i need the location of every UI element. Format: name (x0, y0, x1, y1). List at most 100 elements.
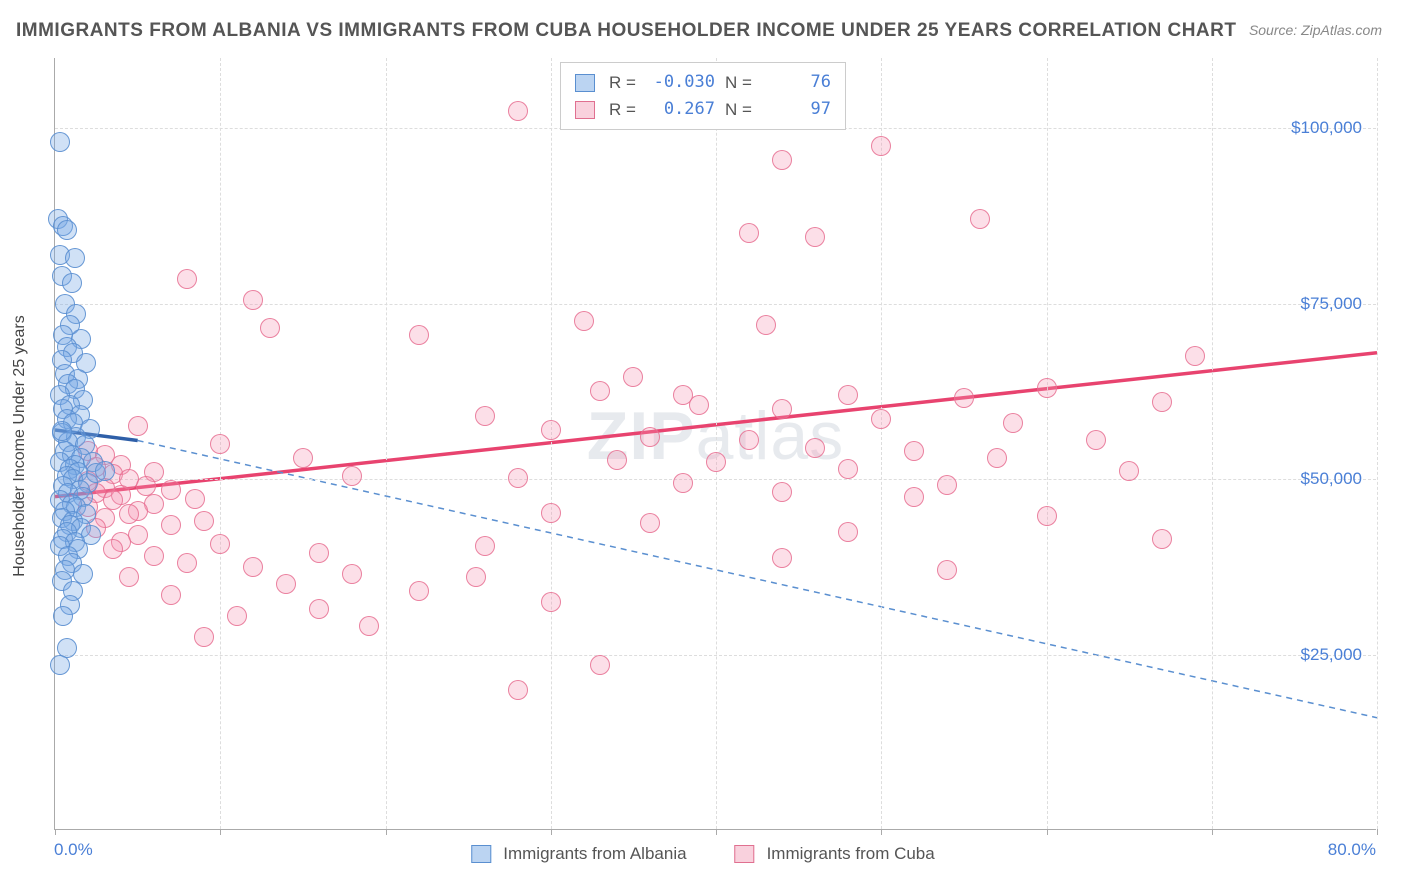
scatter-point-cuba (1086, 430, 1106, 450)
scatter-point-cuba (590, 655, 610, 675)
gridline-v (386, 58, 387, 829)
scatter-point-cuba (838, 385, 858, 405)
scatter-point-cuba (607, 450, 627, 470)
scatter-point-cuba (871, 136, 891, 156)
legend-item-albania: Immigrants from Albania (471, 844, 686, 864)
scatter-point-cuba (227, 606, 247, 626)
ytick-label: $25,000 (1301, 645, 1362, 665)
scatter-point-cuba (689, 395, 709, 415)
legend-row-albania: R = -0.030 N = 76 (575, 69, 831, 96)
scatter-point-cuba (144, 546, 164, 566)
scatter-point-cuba (954, 388, 974, 408)
scatter-point-cuba (1152, 529, 1172, 549)
scatter-point-albania (95, 461, 115, 481)
ytick-label: $50,000 (1301, 469, 1362, 489)
scatter-point-cuba (119, 567, 139, 587)
scatter-point-cuba (805, 227, 825, 247)
scatter-point-cuba (342, 466, 362, 486)
scatter-point-cuba (342, 564, 362, 584)
chart-title: IMMIGRANTS FROM ALBANIA VS IMMIGRANTS FR… (16, 20, 1236, 42)
xtick-max: 80.0% (1328, 840, 1376, 860)
scatter-point-cuba (772, 399, 792, 419)
xtick-mark (881, 829, 882, 835)
xtick-mark (1047, 829, 1048, 835)
scatter-point-cuba (1037, 506, 1057, 526)
cuba-n-value: 97 (767, 96, 831, 123)
scatter-point-albania (57, 220, 77, 240)
scatter-point-cuba (574, 311, 594, 331)
scatter-point-cuba (260, 318, 280, 338)
scatter-point-cuba (177, 269, 197, 289)
scatter-point-albania (50, 655, 70, 675)
scatter-point-cuba (772, 482, 792, 502)
scatter-point-cuba (194, 511, 214, 531)
scatter-point-cuba (623, 367, 643, 387)
legend-item-cuba: Immigrants from Cuba (735, 844, 935, 864)
ytick-label: $100,000 (1291, 118, 1362, 138)
gridline-v (716, 58, 717, 829)
scatter-point-cuba (119, 504, 139, 524)
xtick-mark (220, 829, 221, 835)
scatter-point-cuba (640, 427, 660, 447)
scatter-point-cuba (103, 539, 123, 559)
albania-r-value: -0.030 (651, 69, 715, 96)
gridline-v (1047, 58, 1048, 829)
legend-series: Immigrants from Albania Immigrants from … (463, 844, 942, 864)
scatter-point-cuba (1003, 413, 1023, 433)
scatter-point-cuba (359, 616, 379, 636)
legend-label-cuba: Immigrants from Cuba (767, 844, 935, 864)
scatter-point-albania (53, 606, 73, 626)
scatter-point-cuba (904, 441, 924, 461)
legend-correlation: R = -0.030 N = 76 R = 0.267 N = 97 (560, 62, 846, 130)
n-label: N = (725, 96, 757, 123)
scatter-point-cuba (276, 574, 296, 594)
scatter-point-cuba (508, 680, 528, 700)
gridline-v (881, 58, 882, 829)
scatter-point-cuba (161, 515, 181, 535)
scatter-point-cuba (756, 315, 776, 335)
scatter-point-cuba (210, 534, 230, 554)
scatter-point-cuba (987, 448, 1007, 468)
scatter-point-cuba (1037, 378, 1057, 398)
scatter-point-cuba (541, 592, 561, 612)
scatter-point-cuba (838, 459, 858, 479)
scatter-point-albania (50, 132, 70, 152)
r-label: R = (609, 96, 641, 123)
xtick-min: 0.0% (54, 840, 93, 860)
swatch-pink (575, 101, 595, 119)
scatter-point-cuba (904, 487, 924, 507)
scatter-point-cuba (177, 553, 197, 573)
swatch-pink (735, 845, 755, 863)
scatter-point-cuba (210, 434, 230, 454)
scatter-point-albania (52, 421, 72, 441)
scatter-point-albania (65, 248, 85, 268)
scatter-point-cuba (739, 223, 759, 243)
scatter-point-cuba (128, 416, 148, 436)
scatter-point-cuba (970, 209, 990, 229)
swatch-blue (575, 74, 595, 92)
scatter-point-cuba (309, 599, 329, 619)
xtick-mark (55, 829, 56, 835)
scatter-point-cuba (466, 567, 486, 587)
scatter-point-cuba (161, 480, 181, 500)
scatter-point-cuba (541, 420, 561, 440)
scatter-point-cuba (871, 409, 891, 429)
albania-n-value: 76 (767, 69, 831, 96)
scatter-point-cuba (409, 581, 429, 601)
scatter-point-cuba (185, 489, 205, 509)
ytick-label: $75,000 (1301, 294, 1362, 314)
xtick-mark (551, 829, 552, 835)
scatter-point-cuba (161, 585, 181, 605)
scatter-point-cuba (1152, 392, 1172, 412)
scatter-point-cuba (590, 381, 610, 401)
chart-area: ZIPatlas $25,000$50,000$75,000$100,000 (54, 58, 1376, 830)
xtick-mark (716, 829, 717, 835)
scatter-point-cuba (838, 522, 858, 542)
scatter-point-albania (62, 273, 82, 293)
scatter-point-cuba (772, 548, 792, 568)
y-axis-label: Householder Income Under 25 years (11, 315, 29, 576)
swatch-blue (471, 845, 491, 863)
scatter-point-cuba (673, 473, 693, 493)
scatter-point-cuba (772, 150, 792, 170)
r-label: R = (609, 69, 641, 96)
